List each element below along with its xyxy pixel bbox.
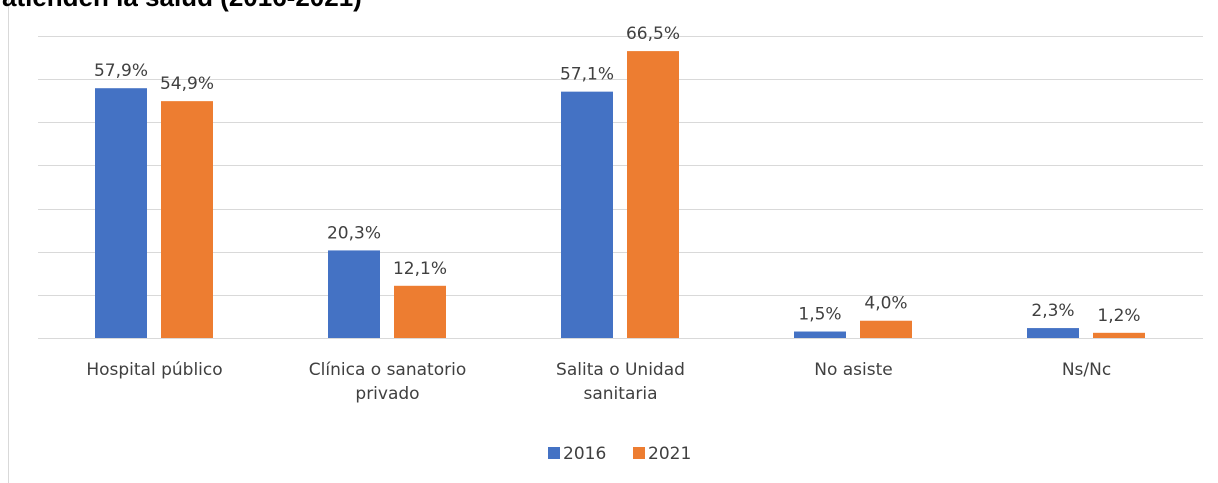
x-tick-label: Salita o Unidad sanitaria bbox=[556, 360, 685, 404]
bar bbox=[1027, 328, 1079, 338]
data-label: 57,9% bbox=[94, 61, 148, 81]
data-label: 1,5% bbox=[798, 305, 841, 325]
bar bbox=[860, 320, 912, 338]
bar bbox=[328, 250, 380, 338]
bar bbox=[627, 51, 679, 338]
x-tick-label: Clínica o sanatorio privado bbox=[308, 360, 467, 404]
bar bbox=[95, 88, 147, 339]
data-label: 66,5% bbox=[626, 24, 680, 44]
data-label: 12,1% bbox=[393, 259, 447, 279]
legend-label: 2021 bbox=[648, 444, 691, 464]
data-label: 2,3% bbox=[1031, 301, 1074, 321]
bar bbox=[1093, 332, 1145, 338]
legend-swatch bbox=[633, 447, 645, 459]
data-label: 20,3% bbox=[327, 223, 381, 243]
data-label: 54,9% bbox=[160, 74, 214, 94]
data-label: 4,0% bbox=[864, 294, 907, 314]
legend-label: 2016 bbox=[563, 444, 606, 464]
x-tick-label: Hospital público bbox=[86, 360, 223, 380]
data-label: 1,2% bbox=[1097, 306, 1140, 326]
data-label: 57,1% bbox=[560, 65, 614, 85]
bar bbox=[161, 101, 213, 338]
chart-title: atienden la salud (2016-2021) bbox=[2, 0, 362, 12]
legend-swatch bbox=[548, 447, 560, 459]
bar bbox=[561, 91, 613, 338]
x-tick-label: Ns/Nc bbox=[1061, 360, 1112, 380]
bar bbox=[794, 331, 846, 338]
bar bbox=[394, 285, 446, 338]
x-tick-label: No asiste bbox=[814, 360, 893, 380]
